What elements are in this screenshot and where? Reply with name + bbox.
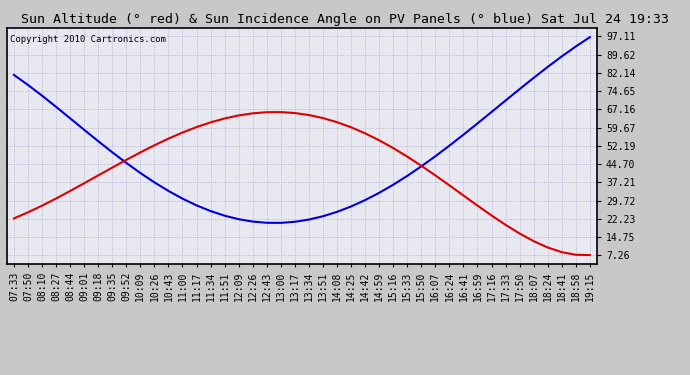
Text: Copyright 2010 Cartronics.com: Copyright 2010 Cartronics.com [10, 35, 166, 44]
Text: Sun Altitude (° red) & Sun Incidence Angle on PV Panels (° blue) Sat Jul 24 19:3: Sun Altitude (° red) & Sun Incidence Ang… [21, 13, 669, 26]
